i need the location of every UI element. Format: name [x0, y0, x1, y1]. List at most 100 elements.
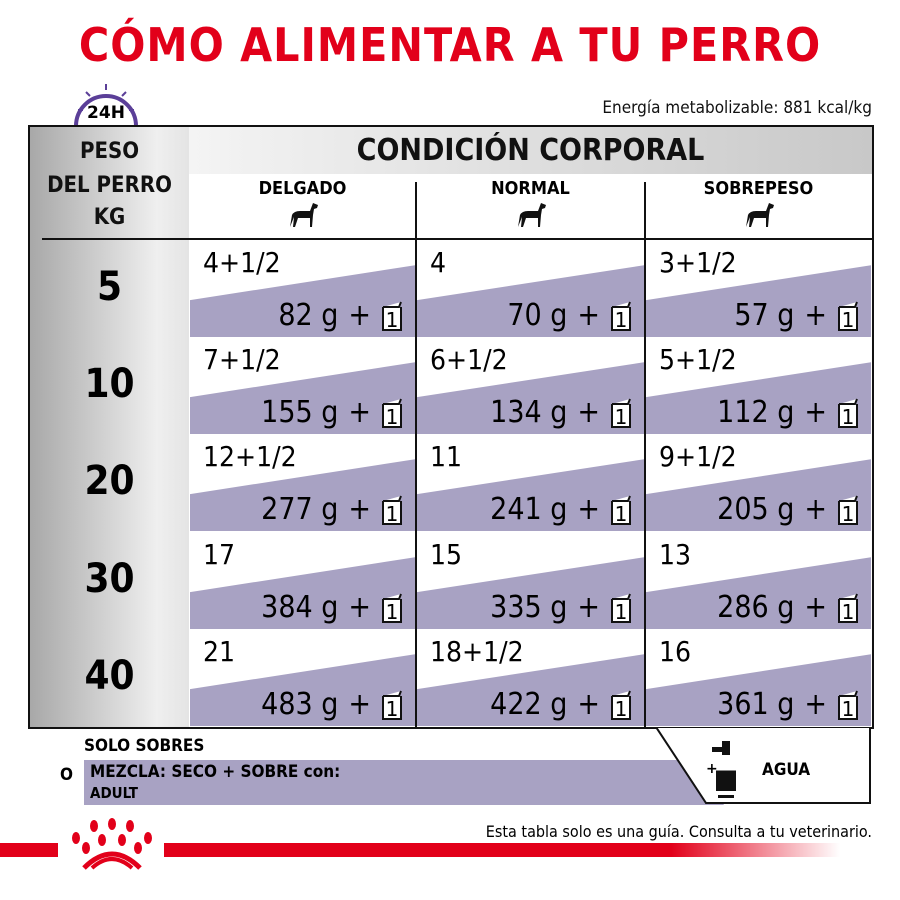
- pouch-count: 15: [430, 538, 463, 571]
- dry-grams: 112 g: [717, 395, 795, 430]
- feeding-cell: 15 335 g + 1: [417, 532, 644, 629]
- feeding-cell: 4 70 g + 1: [417, 240, 644, 337]
- dog-0-icon: [189, 199, 416, 234]
- water-plus: +: [706, 761, 718, 777]
- plus-sign: +: [577, 590, 600, 625]
- pouch-icon: 1: [611, 301, 631, 331]
- plus-sign: +: [348, 590, 371, 625]
- pouch-count: 6+1/2: [430, 343, 508, 376]
- pouch-icon: 1: [382, 593, 402, 623]
- feeding-cell: 5+1/2 112 g + 1: [646, 337, 871, 434]
- column-label: DELGADO: [258, 178, 347, 199]
- grams-plus-pouch: 361 g + 1: [717, 687, 859, 722]
- weight-value: 20: [84, 458, 135, 504]
- feeding-cell: 4+1/2 82 g + 1: [190, 240, 415, 337]
- pouch-icon: 1: [611, 690, 631, 720]
- clock-24h-icon: 24H: [74, 84, 138, 127]
- dry-grams: 483 g: [261, 687, 339, 722]
- grams-plus-pouch: 205 g + 1: [717, 492, 859, 527]
- feeding-cell: 16 361 g + 1: [646, 629, 871, 726]
- pouch-count: 11: [430, 440, 463, 473]
- dry-grams: 155 g: [261, 395, 339, 430]
- solo-sobres-label: SOLO SOBRES: [84, 736, 205, 756]
- feeding-cell: 6+1/2 134 g + 1: [417, 337, 644, 434]
- divider: [644, 182, 646, 727]
- mix-product: ADULT: [90, 784, 138, 802]
- pouch-icon: 1: [838, 398, 858, 428]
- weight-value: 5: [96, 264, 123, 310]
- weight-header-line: KG: [93, 205, 126, 230]
- plus-sign: +: [348, 298, 371, 333]
- plus-sign: +: [804, 687, 827, 722]
- dog-1-icon: [416, 199, 645, 234]
- pouch-icon: 1: [838, 495, 858, 525]
- condition-header: CONDICIÓN CORPORAL: [356, 133, 705, 168]
- plus-sign: +: [804, 298, 827, 333]
- pouch-icon: 1: [838, 690, 858, 720]
- pouch-icon: 1: [382, 690, 402, 720]
- weight-value: 10: [84, 361, 135, 407]
- grams-plus-pouch: 134 g + 1: [490, 395, 632, 430]
- feeding-cell: 17 384 g + 1: [190, 532, 415, 629]
- pouch-count: 4: [430, 246, 447, 279]
- column-header-sobrepeso: SOBREPESO: [645, 174, 872, 238]
- pouch-icon: 1: [382, 301, 402, 331]
- plus-sign: +: [577, 395, 600, 430]
- condition-header-bg: [189, 127, 872, 174]
- energy-info: Energía metabolizable: 881 kcal/kg: [602, 98, 872, 118]
- svg-text:1: 1: [842, 502, 855, 525]
- weight-header-line: PESO: [79, 139, 140, 164]
- plus-sign: +: [348, 687, 371, 722]
- dog-2-icon: [645, 199, 872, 234]
- mix-band: MEZCLA: SECO + SOBRE con: ADULT: [84, 760, 724, 805]
- feeding-cell: 21 483 g + 1: [190, 629, 415, 726]
- grams-plus-pouch: 112 g + 1: [717, 395, 859, 430]
- svg-text:1: 1: [615, 697, 628, 720]
- plus-sign: +: [348, 395, 371, 430]
- pouch-icon: 1: [382, 398, 402, 428]
- page-title: CÓMO ALIMENTAR A TU PERRO: [78, 18, 822, 72]
- pouch-count: 3+1/2: [659, 246, 737, 279]
- grams-plus-pouch: 82 g + 1: [278, 298, 403, 333]
- divider: [42, 238, 872, 240]
- svg-text:1: 1: [386, 405, 399, 428]
- pouch-count: 12+1/2: [203, 440, 297, 473]
- column-label: NORMAL: [491, 178, 570, 199]
- dry-grams: 70 g: [507, 298, 568, 333]
- svg-text:1: 1: [615, 502, 628, 525]
- grams-plus-pouch: 277 g + 1: [261, 492, 403, 527]
- feeding-cell: 18+1/2 422 g + 1: [417, 629, 644, 726]
- dry-grams: 205 g: [717, 492, 795, 527]
- pouch-count: 17: [203, 538, 236, 571]
- grams-plus-pouch: 483 g + 1: [261, 687, 403, 722]
- mix-label: MEZCLA: SECO + SOBRE con:: [90, 762, 341, 782]
- svg-text:1: 1: [615, 308, 628, 331]
- grams-plus-pouch: 70 g + 1: [507, 298, 632, 333]
- svg-text:1: 1: [842, 405, 855, 428]
- grams-plus-pouch: 335 g + 1: [490, 590, 632, 625]
- dry-grams: 241 g: [490, 492, 568, 527]
- dry-grams: 82 g: [278, 298, 339, 333]
- pouch-icon: 1: [611, 495, 631, 525]
- pouch-icon: 1: [611, 398, 631, 428]
- water-box: +: [656, 727, 871, 804]
- pouch-icon: 1: [838, 301, 858, 331]
- weight-value: 30: [84, 556, 135, 602]
- weight-header-line: DEL PERRO: [47, 173, 172, 198]
- feeding-table: CONDICIÓN CORPORAL PESO DEL PERRO KG DEL…: [28, 125, 874, 729]
- svg-text:1: 1: [842, 308, 855, 331]
- svg-text:1: 1: [842, 600, 855, 623]
- pouch-count: 18+1/2: [430, 635, 524, 668]
- svg-text:1: 1: [842, 697, 855, 720]
- or-label: O: [60, 765, 73, 785]
- svg-text:1: 1: [386, 308, 399, 331]
- pouch-count: 13: [659, 538, 692, 571]
- dry-grams: 335 g: [490, 590, 568, 625]
- column-header-delgado: DELGADO: [189, 174, 416, 238]
- plus-sign: +: [577, 492, 600, 527]
- plus-sign: +: [577, 687, 600, 722]
- plus-sign: +: [804, 492, 827, 527]
- dry-grams: 134 g: [490, 395, 568, 430]
- column-label: SOBREPESO: [703, 178, 814, 199]
- column-header-normal: NORMAL: [416, 174, 645, 238]
